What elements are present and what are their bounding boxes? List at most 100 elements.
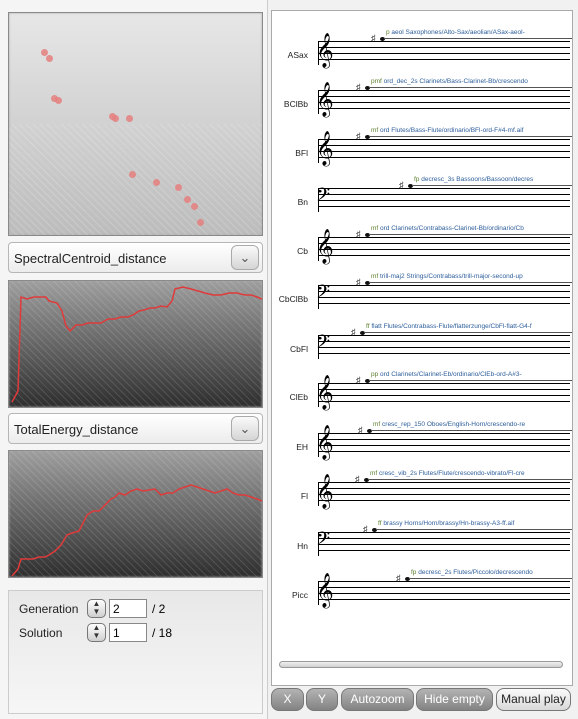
sample-annotation: ff brassy Horns/Horn/brassy/Hn-brassy-A3… <box>378 520 514 527</box>
dynamic-mark: ff <box>378 520 384 527</box>
scatter-point[interactable] <box>153 179 160 186</box>
treble-clef-icon: 𝄞 <box>316 33 334 68</box>
sample-annotation: mf ord Clarinets/Contrabass-Clarinet-Bb/… <box>371 225 524 232</box>
instrument-label: Hn <box>297 541 308 551</box>
staff <box>318 433 570 457</box>
note-duration-line <box>368 479 572 481</box>
evolution-graph-1 <box>8 280 263 408</box>
sharp-icon: ♯ <box>356 229 361 239</box>
scatter-point[interactable] <box>129 171 136 178</box>
sample-annotation: pp ord Clarinets/Clarinet-Eb/ordinario/C… <box>371 371 522 378</box>
bass-clef-icon: 𝄢 <box>316 185 331 210</box>
sample-path: decresc_2s Flutes/Piccolo/decrescendo <box>418 569 533 576</box>
sample-annotation: fp decresc_3s Bassoons/Bassoon/decres <box>414 176 533 183</box>
score-view[interactable]: ASax 𝄞 ♯ p aeol Saxophones/Alto-Sax/aeolian… <box>271 10 573 686</box>
evolution-graph-2 <box>8 450 263 578</box>
generation-stepper[interactable]: ▲ ▼ <box>87 599 106 618</box>
sample-annotation: mf ord Flutes/Bass-Flute/ordinario/BFl-o… <box>371 127 523 134</box>
scatter-point[interactable] <box>55 97 62 104</box>
generation-panel: Generation ▲ ▼ 2 / 2 Solution ▲ ▼ 1 / 18 <box>8 590 263 714</box>
staff <box>318 41 570 65</box>
sample-annotation: mf cresc_vib_2s Flutes/Flute/crescendo-v… <box>370 470 525 477</box>
note-head[interactable] <box>365 281 370 285</box>
staff <box>318 383 570 407</box>
instrument-label: Bn <box>297 197 308 207</box>
generation-total: / 2 <box>152 602 166 616</box>
chevron-down-icon[interactable]: ⌄ <box>231 245 259 270</box>
instrument-label: CbFl <box>290 344 308 354</box>
scatter-point[interactable] <box>51 95 58 102</box>
treble-clef-icon: 𝄞 <box>316 573 334 608</box>
dynamic-mark: mf <box>373 421 383 428</box>
scatter-point[interactable] <box>197 219 204 226</box>
treble-clef-icon: 𝄞 <box>316 131 334 166</box>
note-duration-line <box>369 234 572 236</box>
scatter-point[interactable] <box>41 49 48 56</box>
staff <box>318 188 570 212</box>
x-axis-dropdown-value: SpectralCentroid_distance <box>14 251 167 266</box>
note-head[interactable] <box>405 577 410 581</box>
instrument-label: BFl <box>295 148 308 158</box>
note-head[interactable] <box>364 478 369 482</box>
staff <box>318 139 570 163</box>
horizontal-scrollbar[interactable] <box>279 661 563 668</box>
generation-input[interactable]: 2 <box>109 599 147 618</box>
scatter-point[interactable] <box>175 184 182 191</box>
instrument-label: EH <box>296 442 308 452</box>
staff <box>318 285 570 309</box>
x-axis-dropdown[interactable]: SpectralCentroid_distance ⌄ <box>8 242 263 273</box>
note-duration-line <box>369 87 572 89</box>
treble-clef-icon: 𝄞 <box>316 474 334 509</box>
sharp-icon: ♯ <box>356 277 361 287</box>
sharp-icon: ♯ <box>356 82 361 92</box>
dynamic-mark: p <box>386 29 392 36</box>
sharp-icon: ♯ <box>358 425 363 435</box>
bass-clef-icon: 𝄢 <box>316 332 331 357</box>
left-panel: SpectralCentroid_distance ⌄ TotalEnergy_… <box>0 0 268 719</box>
scatter-point[interactable] <box>112 115 119 122</box>
hide-empty-button[interactable]: Hide empty <box>416 688 493 711</box>
staff <box>318 335 570 359</box>
sharp-icon: ♯ <box>363 524 368 534</box>
treble-clef-icon: 𝄞 <box>316 375 334 410</box>
graph-2-line <box>11 484 262 577</box>
sharp-icon: ♯ <box>356 131 361 141</box>
note-head[interactable] <box>372 528 377 532</box>
note-head[interactable] <box>408 184 413 188</box>
autozoom-button[interactable]: Autozoom <box>341 688 414 711</box>
scatter-point[interactable] <box>126 115 133 122</box>
sample-path: ord Clarinets/Clarinet-Eb/ordinario/ClEb… <box>380 371 522 378</box>
note-head[interactable] <box>365 233 370 237</box>
note-head[interactable] <box>380 37 385 41</box>
dynamic-mark: mf <box>371 127 381 134</box>
note-head[interactable] <box>365 86 370 90</box>
staff <box>318 581 570 605</box>
y-button[interactable]: Y <box>306 688 338 711</box>
sample-annotation: pmf ord_dec_2s Clarinets/Bass-Clarinet-B… <box>371 78 528 85</box>
scatter-point[interactable] <box>46 55 53 62</box>
note-head[interactable] <box>367 429 372 433</box>
treble-clef-icon: 𝄞 <box>316 425 334 460</box>
sharp-icon: ♯ <box>351 327 356 337</box>
note-head[interactable] <box>365 379 370 383</box>
y-axis-dropdown[interactable]: TotalEnergy_distance ⌄ <box>8 413 263 444</box>
solution-input[interactable]: 1 <box>109 623 147 642</box>
sharp-icon: ♯ <box>356 375 361 385</box>
staff <box>318 532 570 556</box>
note-duration-line <box>412 185 572 187</box>
note-head[interactable] <box>365 135 370 139</box>
scatter-plot[interactable] <box>8 12 263 236</box>
instrument-label: Picc <box>291 590 308 600</box>
instrument-label: BClBb <box>283 99 308 109</box>
x-button[interactable]: X <box>271 688 304 711</box>
sample-annotation: fp decresc_2s Flutes/Piccolo/decrescendo <box>411 569 533 576</box>
note-duration-line <box>384 38 572 40</box>
sample-annotation: mf cresc_rep_150 Oboes/English-Horn/cres… <box>373 421 525 428</box>
manual-play-button[interactable]: Manual play <box>496 688 571 711</box>
scatter-point[interactable] <box>184 196 191 203</box>
note-head[interactable] <box>360 331 365 335</box>
instrument-label: Cb <box>297 246 308 256</box>
solution-stepper[interactable]: ▲ ▼ <box>87 623 106 642</box>
chevron-down-icon[interactable]: ⌄ <box>231 416 259 441</box>
scatter-point[interactable] <box>191 203 198 210</box>
